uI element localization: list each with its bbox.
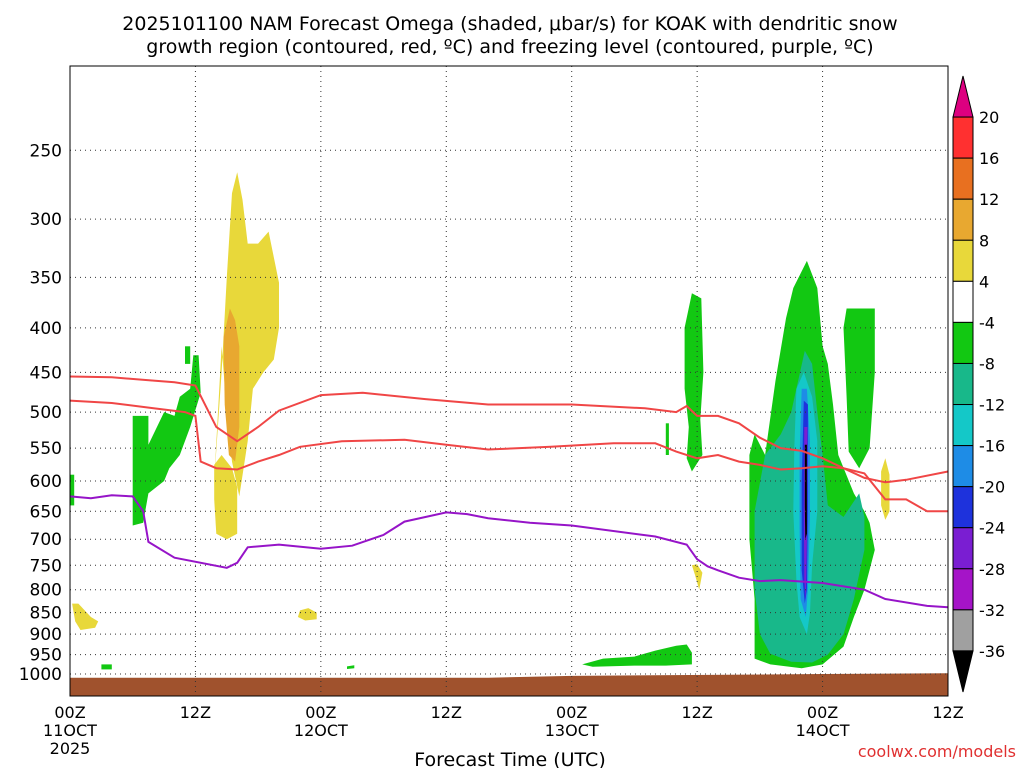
surface-terrain (70, 673, 948, 696)
y-tick-label-600: 600 (30, 472, 62, 492)
colorbar-label: -8 (979, 354, 995, 373)
contour-layer: -18-120 (69, 375, 949, 609)
colorbar-swatch (952, 321, 974, 364)
y-tick-label-1000: 1000 (19, 665, 62, 685)
y-tick-label-300: 300 (30, 210, 62, 230)
colorbar-label: -20 (979, 478, 1005, 497)
y-tick-label-550: 550 (30, 439, 62, 459)
upward-omega-4-to-8 (214, 455, 238, 540)
downward-omega-minus4-to-minus8 (582, 644, 692, 667)
colorbar-label: 12 (979, 190, 999, 209)
x-tick-label-date: 14OCT (796, 721, 850, 740)
y-tick-label-750: 750 (30, 556, 62, 576)
x-tick-label-hour: 12Z (180, 703, 211, 722)
colorbar: 20 16 12 8 4 -4 -8 -12 -16 -20 -24 -28 -32 -36 (952, 75, 1005, 693)
colorbar-label: -36 (979, 642, 1005, 661)
colorbar-swatch (952, 362, 974, 406)
x-axis-label: Forecast Time (UTC) (414, 749, 605, 768)
downward-omega-minus4-to-minus8 (684, 293, 704, 472)
colorbar-label: -12 (979, 396, 1005, 415)
y-tick-label-500: 500 (30, 403, 62, 423)
x-tick-label-hour: 00Z (807, 703, 838, 722)
colorbar-swatch (952, 116, 974, 159)
x-tick-label-year: 2025 (50, 739, 91, 758)
upward-omega-8-to-12 (223, 308, 240, 462)
colorbar-label: -32 (979, 601, 1005, 620)
x-tick-label-hour: 00Z (556, 703, 587, 722)
colorbar-swatch (952, 527, 974, 570)
x-tick-label-hour: 12Z (932, 703, 963, 722)
credit-label: coolwx.com/models (858, 742, 1016, 761)
colorbar-label: -4 (979, 313, 995, 332)
y-tick-label-800: 800 (30, 581, 62, 601)
colorbar-label: 4 (979, 272, 989, 291)
plot-frame (69, 65, 949, 697)
y-tick-label-250: 250 (30, 141, 62, 161)
colorbar-label: -16 (979, 437, 1005, 456)
x-tick-label-hour: 12Z (431, 703, 462, 722)
colorbar-bottom-arrow (952, 650, 974, 693)
colorbar-swatch (952, 445, 974, 488)
x-tick-label-hour: 00Z (54, 703, 85, 722)
colorbar-swatch (952, 157, 974, 200)
downward-omega-minus4-to-minus8 (101, 664, 112, 670)
y-tick-label-400: 400 (30, 319, 62, 339)
y-tick-label-950: 950 (30, 646, 62, 666)
x-tick-label-date: 12OCT (294, 721, 348, 740)
downward-omega-minus4-to-minus8 (185, 346, 191, 364)
chart-title-line-1: 2025101100 NAM Forecast Omega (shaded, μ… (122, 13, 897, 35)
colorbar-swatch (952, 239, 974, 282)
y-tick-label-350: 350 (30, 268, 62, 288)
colorbar-label: -28 (979, 560, 1005, 579)
ground-layer (70, 673, 948, 696)
zero-c-contour (69, 494, 949, 609)
downward-omega-minus4-to-minus8 (843, 308, 875, 469)
colorbar-swatch (952, 404, 974, 447)
colorbar-label: 16 (979, 149, 999, 168)
colorbar-top-arrow (952, 75, 974, 118)
minus-12c-contour (69, 399, 949, 484)
colorbar-swatch (952, 280, 974, 323)
y-tick-label-650: 650 (30, 502, 62, 522)
colorbar-swatch (952, 609, 974, 652)
y-tick-label-450: 450 (30, 363, 62, 383)
upward-omega-4-to-8 (881, 458, 890, 520)
x-tick-label-hour: 12Z (681, 703, 712, 722)
chart-title-line-2: growth region (contoured, red, ºC) and f… (146, 36, 873, 58)
colorbar-swatch (952, 198, 974, 241)
downward-omega-minus4-to-minus8 (70, 474, 75, 506)
y-tick-label-900: 900 (30, 625, 62, 645)
colorbar-swatch (952, 486, 974, 529)
y-tick-label-700: 700 (30, 530, 62, 550)
x-tick-label-hour: 00Z (305, 703, 336, 722)
colorbar-label: -24 (979, 519, 1005, 538)
downward-omega-minus4-to-minus8 (665, 423, 669, 455)
x-tick-label-date: 13OCT (545, 721, 599, 740)
colorbar-label: 20 (979, 108, 999, 127)
omega-shading-layer (70, 172, 890, 670)
downward-omega-minus4-to-minus8 (347, 665, 355, 669)
upward-omega-4-to-8 (72, 603, 99, 630)
downward-omega-below-minus36 (804, 444, 807, 540)
y-axis: 2503003504004505005506006507007508008509… (19, 141, 62, 685)
upward-omega-4-to-8 (297, 608, 317, 621)
upward-omega-4-to-8 (214, 172, 279, 497)
x-tick-label-date: 11OCT (43, 721, 97, 740)
y-tick-label-850: 850 (30, 604, 62, 624)
colorbar-label: 8 (979, 231, 989, 250)
downward-omega-minus4-to-minus8 (132, 355, 201, 526)
colorbar-swatch (952, 568, 974, 611)
